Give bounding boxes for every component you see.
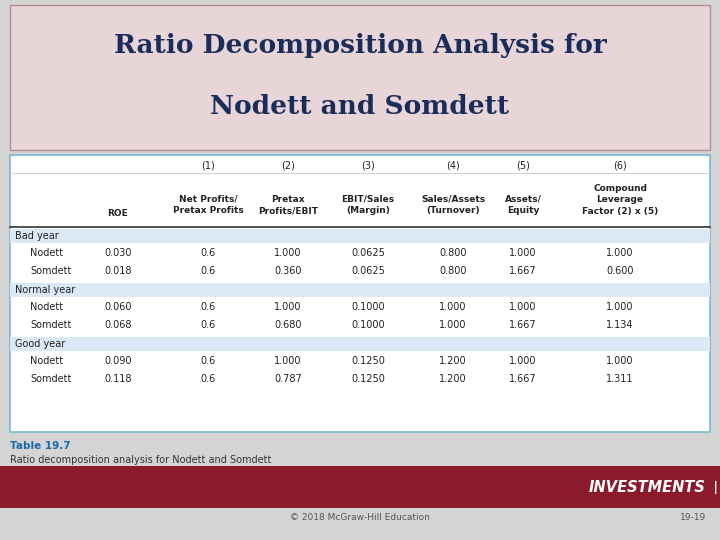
Text: Assets/
Equity: Assets/ Equity	[505, 194, 541, 215]
Text: 0.1250: 0.1250	[351, 375, 385, 384]
FancyBboxPatch shape	[10, 283, 710, 297]
Text: 1.000: 1.000	[606, 355, 634, 366]
Text: 1.134: 1.134	[606, 321, 634, 330]
Text: © 2018 McGraw-Hill Education: © 2018 McGraw-Hill Education	[290, 514, 430, 523]
Text: 1.667: 1.667	[509, 375, 537, 384]
FancyBboxPatch shape	[0, 466, 720, 508]
Text: (1): (1)	[201, 160, 215, 170]
Text: 1.000: 1.000	[606, 247, 634, 258]
Text: 1.000: 1.000	[439, 321, 467, 330]
Text: Good year: Good year	[15, 339, 66, 349]
Text: Nodett: Nodett	[30, 301, 63, 312]
FancyBboxPatch shape	[10, 337, 710, 351]
Text: Somdett: Somdett	[30, 375, 71, 384]
Text: (6): (6)	[613, 160, 627, 170]
Text: 1.000: 1.000	[509, 301, 536, 312]
Text: Somdett: Somdett	[30, 321, 71, 330]
Text: Ratio Decomposition Analysis for: Ratio Decomposition Analysis for	[114, 33, 606, 58]
Text: 0.800: 0.800	[439, 267, 467, 276]
Text: Table 19.7: Table 19.7	[10, 441, 71, 451]
Text: 1.000: 1.000	[274, 247, 302, 258]
Text: Bad year: Bad year	[15, 231, 59, 241]
Text: 1.000: 1.000	[274, 301, 302, 312]
Text: 0.0625: 0.0625	[351, 267, 385, 276]
Text: 0.800: 0.800	[439, 247, 467, 258]
Text: 1.000: 1.000	[509, 247, 536, 258]
Text: 1.200: 1.200	[439, 375, 467, 384]
Text: 0.018: 0.018	[104, 267, 132, 276]
Text: (2): (2)	[281, 160, 295, 170]
Text: Nodett: Nodett	[30, 247, 63, 258]
Text: 1.667: 1.667	[509, 267, 537, 276]
Text: (5): (5)	[516, 160, 530, 170]
Text: 1.000: 1.000	[606, 301, 634, 312]
Text: 0.118: 0.118	[104, 375, 132, 384]
FancyBboxPatch shape	[10, 155, 710, 432]
Text: Ratio decomposition analysis for Nodett and Somdett: Ratio decomposition analysis for Nodett …	[10, 455, 271, 465]
Text: 0.360: 0.360	[274, 267, 302, 276]
Text: Normal year: Normal year	[15, 285, 76, 295]
Text: (3): (3)	[361, 160, 375, 170]
Text: | BODIE, KANE, MARCUS: | BODIE, KANE, MARCUS	[709, 481, 720, 494]
Text: 0.6: 0.6	[200, 301, 215, 312]
Text: Nodett: Nodett	[30, 355, 63, 366]
Text: 19-19: 19-19	[680, 514, 706, 523]
Text: 0.6: 0.6	[200, 355, 215, 366]
Text: 1.311: 1.311	[606, 375, 634, 384]
Text: 0.0625: 0.0625	[351, 247, 385, 258]
Text: 0.6: 0.6	[200, 321, 215, 330]
Text: Net Profits/
Pretax Profits: Net Profits/ Pretax Profits	[173, 194, 243, 215]
Text: 0.068: 0.068	[104, 321, 132, 330]
Text: 1.000: 1.000	[439, 301, 467, 312]
Text: 1.200: 1.200	[439, 355, 467, 366]
Text: 1.000: 1.000	[509, 355, 536, 366]
Text: (4): (4)	[446, 160, 460, 170]
Text: 0.680: 0.680	[274, 321, 302, 330]
Text: 0.6: 0.6	[200, 375, 215, 384]
Text: EBIT/Sales
(Margin): EBIT/Sales (Margin)	[341, 194, 395, 215]
Text: Somdett: Somdett	[30, 267, 71, 276]
FancyBboxPatch shape	[10, 5, 710, 150]
Text: 0.030: 0.030	[104, 247, 132, 258]
Text: Nodett and Somdett: Nodett and Somdett	[210, 94, 510, 119]
Text: Sales/Assets
(Turnover): Sales/Assets (Turnover)	[421, 194, 485, 215]
Text: Compound
Leverage
Factor (2) x (5): Compound Leverage Factor (2) x (5)	[582, 184, 658, 217]
Text: Pretax
Profits/EBIT: Pretax Profits/EBIT	[258, 194, 318, 215]
Text: 0.1000: 0.1000	[351, 301, 384, 312]
Text: ROE: ROE	[107, 208, 128, 218]
Text: 1.000: 1.000	[274, 355, 302, 366]
Text: 0.6: 0.6	[200, 267, 215, 276]
Text: 1.667: 1.667	[509, 321, 537, 330]
Text: 0.060: 0.060	[104, 301, 132, 312]
Text: INVESTMENTS: INVESTMENTS	[589, 480, 706, 495]
Text: 0.787: 0.787	[274, 375, 302, 384]
Text: 0.1250: 0.1250	[351, 355, 385, 366]
Text: 0.1000: 0.1000	[351, 321, 384, 330]
Text: 0.090: 0.090	[104, 355, 132, 366]
FancyBboxPatch shape	[10, 229, 710, 243]
Text: 0.6: 0.6	[200, 247, 215, 258]
Text: 0.600: 0.600	[606, 267, 634, 276]
